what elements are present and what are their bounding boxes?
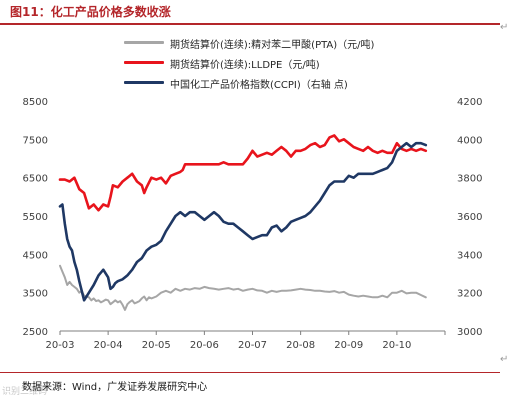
left-axis-tick-label: 6500 [23,174,48,185]
x-axis-tick-label: 20-10 [382,340,411,351]
right-axis-tick-label: 3800 [457,174,482,185]
figure-title-bar: 图11：化工产品价格多数收涨 [0,0,530,22]
footer-divider [0,372,500,373]
x-axis-tick-label: 20-07 [238,340,267,351]
paragraph-mark-icon: ↵ [500,22,509,33]
right-axis-tick-label: 3600 [457,212,482,223]
chart-series [58,134,428,311]
left-axis-tick-label: 4500 [23,250,48,261]
right-axis-tick-label: 3000 [457,327,482,338]
legend-label-lldpe: 期货结算价(连续):LLDPE（元/吨) [170,60,320,71]
series-line-ccpi [58,141,428,302]
x-axis-tick-label: 20-04 [94,340,123,351]
x-axis-tick-label: 20-03 [45,340,74,351]
figure-title: 图11：化工产品价格多数收涨 [10,5,171,19]
right-axis-tick-label: 3400 [457,250,482,261]
data-source: 数据来源：Wind，广发证券发展研究中心 [22,382,208,393]
left-axis-tick-label: 8500 [23,97,48,108]
x-axis-tick-label: 20-06 [190,340,219,351]
figure-footer: 识别二维码 数据来源：Wind，广发证券发展研究中心 [0,372,530,400]
left-axis-tick-label: 5500 [23,212,48,223]
left-axis-tick-label: 7500 [23,135,48,146]
left-axis-tick-label: 3500 [23,289,48,300]
series-line-lldpe [58,134,428,212]
line-chart: 2500 3500 4500 5500 6500 7500 8500 3000 3200 3400… [23,97,483,351]
title-divider [0,23,500,25]
series-line-pta [59,264,427,311]
watermark-text: 识别二维码 [2,387,48,397]
legend-swatch-ccpi [124,81,164,84]
chart-axes: 2500 3500 4500 5500 6500 7500 8500 3000 3200 3400… [23,97,483,351]
legend-label-pta: 期货结算价(连续):精对苯二甲酸(PTA)（元/吨) [170,40,375,51]
legend-label-ccpi: 中国化工产品价格指数(CCPI)（右轴 点) [170,80,348,91]
paragraph-mark-icon-2: ↵ [500,354,509,365]
right-axis-tick-label: 4200 [457,97,482,108]
legend-swatch-lldpe [124,61,164,64]
right-axis-tick-label: 3200 [457,289,482,300]
x-axis-tick-label: 20-05 [142,340,171,351]
x-axis-tick-label: 20-08 [286,340,315,351]
left-axis-tick-label: 2500 [23,327,48,338]
right-axis-tick-label: 4000 [457,135,482,146]
legend-swatch-pta [124,41,164,44]
x-axis-tick-label: 20-09 [334,340,363,351]
